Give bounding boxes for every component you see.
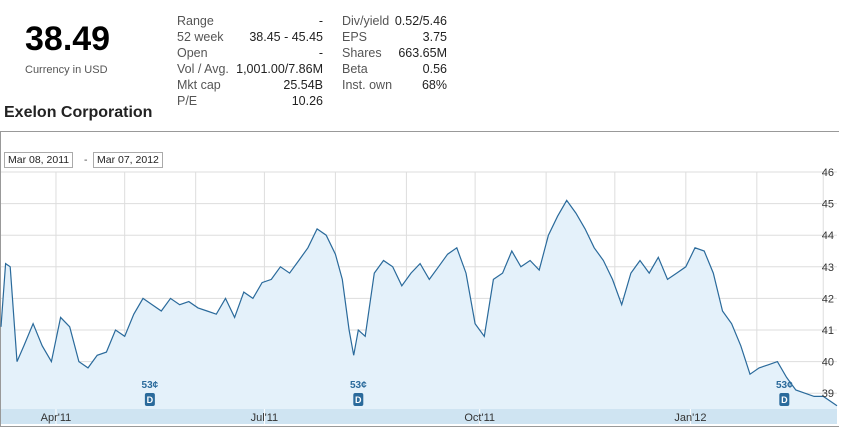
stat-row: Range -	[177, 13, 323, 29]
stat-value: -	[318, 14, 323, 28]
stat-label: P/E	[177, 94, 198, 108]
y-tick-label: 40	[822, 357, 834, 369]
stat-value: 68%	[421, 78, 447, 92]
stat-row: Open -	[177, 45, 323, 61]
last-price: 38.49	[25, 20, 111, 58]
stat-row: 52 week 38.45 - 45.45	[177, 29, 323, 45]
stat-value: -	[318, 46, 323, 60]
y-tick-label: 39	[822, 388, 834, 400]
dividend-marker-letter: D	[355, 395, 362, 405]
stat-row: P/E 10.26	[177, 93, 323, 109]
stat-label: Open	[177, 46, 208, 60]
x-tick-label: Oct'11	[464, 412, 495, 424]
stat-row: Vol / Avg. 1,001.00/7.86M	[177, 61, 323, 77]
stat-row: EPS 3.75	[342, 29, 447, 45]
dividend-marker-letter: D	[781, 395, 788, 405]
dividend-marker-icon	[144, 393, 155, 406]
key-stats-right: Div/yield 0.52/5.46 EPS 3.75 Shares 663.65M Be…	[342, 13, 447, 93]
stat-row: Inst. own 68%	[342, 77, 447, 93]
x-tick-label: Jul'11	[251, 412, 279, 424]
company-name: Exelon Corporation	[4, 104, 153, 121]
stat-label: Div/yield	[342, 14, 390, 28]
stat-label: Mkt cap	[177, 78, 221, 92]
y-tick-label: 46	[822, 167, 834, 179]
stat-label: Range	[177, 14, 214, 28]
stat-row: Div/yield 0.52/5.46	[342, 13, 447, 29]
stat-value: 38.45 - 45.45	[249, 30, 323, 44]
price-line	[0, 199, 838, 407]
dividend-amount-label: 53¢	[776, 380, 793, 391]
dividend-amount-label: 53¢	[142, 380, 159, 391]
stat-row: Mkt cap 25.54B	[177, 77, 323, 93]
stat-value: 663.65M	[398, 46, 447, 60]
currency-label: Currency in USD	[25, 64, 108, 76]
dividend-marker-icon	[779, 393, 790, 406]
dividend-amount-label: 53¢	[350, 380, 367, 391]
date-range-separator: -	[84, 154, 88, 166]
stat-value: 10.26	[291, 94, 323, 108]
stat-label: EPS	[342, 30, 368, 44]
chart-frame	[0, 131, 839, 427]
x-tick-label: Jan'12	[674, 412, 706, 424]
date-range-from-input[interactable]: Mar 08, 2011	[4, 152, 74, 168]
stat-label: Beta	[342, 62, 368, 76]
stat-label: Vol / Avg.	[177, 62, 229, 76]
stat-value: 0.56	[422, 62, 447, 76]
dividend-marker-letter: D	[147, 395, 154, 405]
stat-row: Beta 0.56	[342, 61, 447, 77]
stat-value: 0.52/5.46	[394, 14, 447, 28]
y-tick-label: 44	[822, 230, 834, 242]
y-tick-label: 41	[822, 325, 834, 337]
stat-label: Inst. own	[342, 78, 393, 92]
x-tick-label: Apr'11	[41, 412, 72, 424]
key-stats-left: Range -52 week 38.45 - 45.45 Open - Vol / Avg…	[177, 13, 323, 109]
y-tick-label: 45	[822, 199, 834, 211]
stat-label: Shares	[342, 46, 382, 60]
dividend-marker-icon	[353, 393, 364, 406]
x-axis-band	[1, 409, 837, 424]
stat-value: 1,001.00/7.86M	[236, 62, 323, 76]
y-tick-label: 43	[822, 262, 834, 274]
stat-value: 3.75	[422, 30, 447, 44]
stat-row: Shares 663.65M	[342, 45, 447, 61]
price-area	[1, 200, 837, 409]
stat-label: 52 week	[177, 30, 224, 44]
y-tick-label: 42	[822, 293, 834, 305]
stat-value: 25.54B	[283, 78, 323, 92]
date-range-to-input[interactable]: Mar 07, 2012	[93, 152, 163, 168]
